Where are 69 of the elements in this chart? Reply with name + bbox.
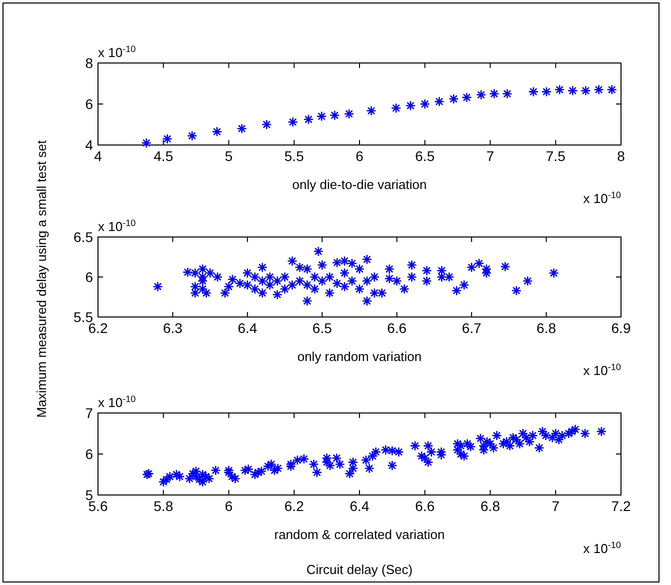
- text: x 10$^{-10}$: [583, 540, 621, 556]
- text: x 10$^{-10}$: [98, 218, 136, 234]
- point: [541, 86, 552, 97]
- point: [554, 84, 565, 95]
- x-tick-label: 7: [486, 148, 494, 164]
- x-tick-label: 6.7: [462, 320, 482, 336]
- text: x 10$^{-10}$: [583, 190, 621, 206]
- x-tick-label: 6.9: [611, 320, 631, 336]
- y-tick-label: 6: [85, 269, 94, 285]
- point: [236, 123, 247, 134]
- point: [330, 110, 340, 120]
- point: [462, 92, 472, 103]
- text: x 10$^{-10}$: [98, 394, 136, 410]
- point: [489, 88, 500, 99]
- y-tick-label: 6: [85, 96, 94, 112]
- y-tick-label: 8: [85, 55, 94, 71]
- point: [448, 94, 459, 104]
- x-tick-label: 8: [617, 148, 626, 164]
- point: [420, 98, 430, 110]
- x-tick-label: 6.8: [536, 320, 556, 336]
- x-tick-label: 6.6: [387, 320, 407, 336]
- point: [186, 130, 198, 141]
- point: [580, 86, 591, 96]
- x-tick-label: 7.2: [611, 498, 631, 514]
- x-tick-label: 5.8: [154, 498, 174, 514]
- point: [606, 84, 617, 95]
- x-axis-title: random & correlated variation: [274, 527, 445, 542]
- point: [303, 114, 314, 125]
- point: [212, 126, 222, 137]
- y-tick-label: 4: [85, 137, 94, 153]
- x-tick-label: 6.5: [415, 148, 435, 164]
- x-tick-label: 6.6: [415, 498, 435, 514]
- x-tick-label: 6.5: [312, 320, 332, 336]
- point: [366, 106, 376, 116]
- point: [288, 116, 298, 128]
- point: [390, 102, 402, 114]
- text: x 10$^{-10}$: [583, 362, 621, 378]
- point: [502, 88, 512, 99]
- x-tick-label: 6: [224, 498, 233, 514]
- point: [594, 84, 604, 95]
- point: [405, 100, 416, 111]
- x-tick-label: 7.5: [546, 148, 566, 164]
- x-tick-label: 6.2: [284, 498, 304, 514]
- x-tick-label: 4.5: [154, 148, 174, 164]
- x-tick-label: 6.3: [162, 320, 183, 336]
- point: [434, 96, 444, 107]
- y-tick-label: 6.5: [74, 229, 94, 245]
- y-axis-title: Maximum measured delay using a small test set: [34, 140, 49, 418]
- x-tick-label: 7: [552, 498, 560, 514]
- point: [316, 111, 327, 122]
- x-tick-label: 5.5: [284, 148, 304, 164]
- x-tick-label: 6.8: [480, 498, 500, 514]
- x-tick-label: 6.4: [350, 498, 370, 514]
- text: x 10$^{-10}$: [98, 44, 136, 60]
- y-tick-label: 6: [85, 446, 94, 462]
- x-tick-label: 6: [356, 148, 364, 164]
- point: [528, 86, 539, 97]
- y-tick-label: 7: [85, 405, 94, 421]
- point: [567, 86, 578, 96]
- x-axis-title: only random variation: [297, 349, 422, 364]
- point: [344, 108, 354, 119]
- x-axis-title: only die-to-die variation: [292, 177, 427, 192]
- point: [141, 138, 152, 148]
- point: [476, 90, 486, 100]
- x-tick-label: 6.4: [238, 320, 258, 336]
- point: [162, 134, 172, 144]
- x-tick-label: 5: [224, 148, 233, 164]
- point: [262, 119, 272, 130]
- text: Circuit delay (Sec): [306, 562, 413, 577]
